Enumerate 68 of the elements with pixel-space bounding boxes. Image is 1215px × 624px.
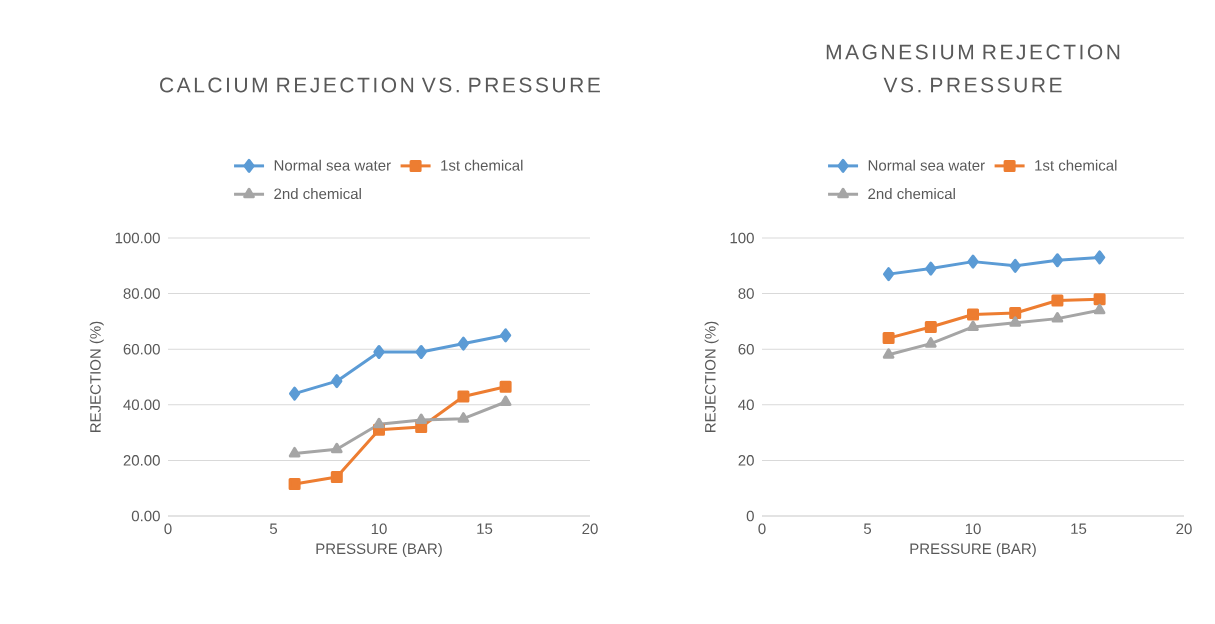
point	[1093, 303, 1106, 315]
point	[457, 390, 470, 403]
point	[330, 442, 343, 454]
x-tick-label: 5	[863, 523, 872, 534]
point	[882, 332, 895, 345]
point	[415, 413, 428, 425]
legend-label: 2nd chemical	[868, 188, 955, 200]
point	[499, 395, 512, 407]
x-tick-label: 10	[965, 523, 981, 535]
point	[330, 471, 343, 484]
point	[499, 380, 512, 393]
x-tick-label: 20	[1176, 523, 1192, 535]
x-tick-label: 0	[164, 523, 172, 535]
point	[373, 344, 385, 359]
point	[1051, 312, 1064, 323]
point	[1009, 316, 1022, 327]
point	[967, 308, 980, 321]
x-tick-label: 20	[582, 523, 598, 535]
y-tick-label: 20.00	[123, 455, 160, 466]
legend-label: 2nd chemical	[274, 188, 361, 200]
y-tick-label: 0.00	[131, 510, 160, 522]
point	[924, 337, 937, 348]
point	[457, 412, 470, 423]
x-tick-label: 15	[477, 523, 493, 534]
point	[499, 328, 512, 343]
y-tick-label: 40	[738, 399, 754, 411]
point	[924, 320, 937, 333]
legend-label: Normal sea water	[274, 159, 391, 171]
y-tick-label: 20	[738, 455, 754, 466]
x-axis-title: PRESSURE (BAR)	[316, 543, 442, 557]
x-tick-label: 15	[1071, 523, 1087, 534]
point	[331, 374, 343, 389]
point	[1093, 250, 1106, 265]
y-tick-label: 40.00	[123, 399, 160, 411]
chart-title: CALCIUM REJECTION VS. PRESSURE	[160, 77, 600, 93]
point	[288, 386, 301, 401]
y-tick-label: 80	[738, 288, 754, 299]
point	[1093, 293, 1106, 306]
point	[1051, 253, 1064, 268]
point	[457, 336, 470, 351]
x-axis-title: PRESSURE (BAR)	[910, 543, 1036, 557]
legend-label: 1st chemical	[441, 159, 523, 171]
point	[1051, 294, 1064, 307]
y-tick-label: 100.00	[115, 232, 160, 244]
point	[288, 446, 301, 458]
y-tick-label: 100	[730, 232, 754, 244]
chart-title: MAGNESIUM REJECTION VS. PRESSURE	[826, 44, 1120, 93]
legend-label: Normal sea water	[868, 159, 985, 171]
legend-label: 1st chemical	[1035, 159, 1117, 171]
y-tick-label: 60	[738, 343, 754, 355]
x-tick-label: 10	[371, 523, 387, 535]
point	[373, 417, 385, 429]
point	[882, 348, 895, 359]
point	[415, 344, 427, 359]
point	[925, 261, 937, 276]
x-tick-label: 5	[269, 523, 278, 534]
y-axis-title: REJECTION (%)	[704, 321, 719, 433]
point	[967, 254, 979, 269]
point	[967, 320, 979, 331]
y-tick-label: 80.00	[123, 288, 160, 299]
point	[1009, 307, 1022, 320]
y-axis-title: REJECTION (%)	[89, 321, 104, 433]
y-tick-label: 0	[746, 510, 754, 522]
point	[288, 478, 301, 491]
point	[882, 267, 895, 282]
y-tick-label: 60.00	[123, 343, 160, 355]
x-tick-label: 0	[758, 523, 766, 535]
point	[1009, 258, 1021, 273]
